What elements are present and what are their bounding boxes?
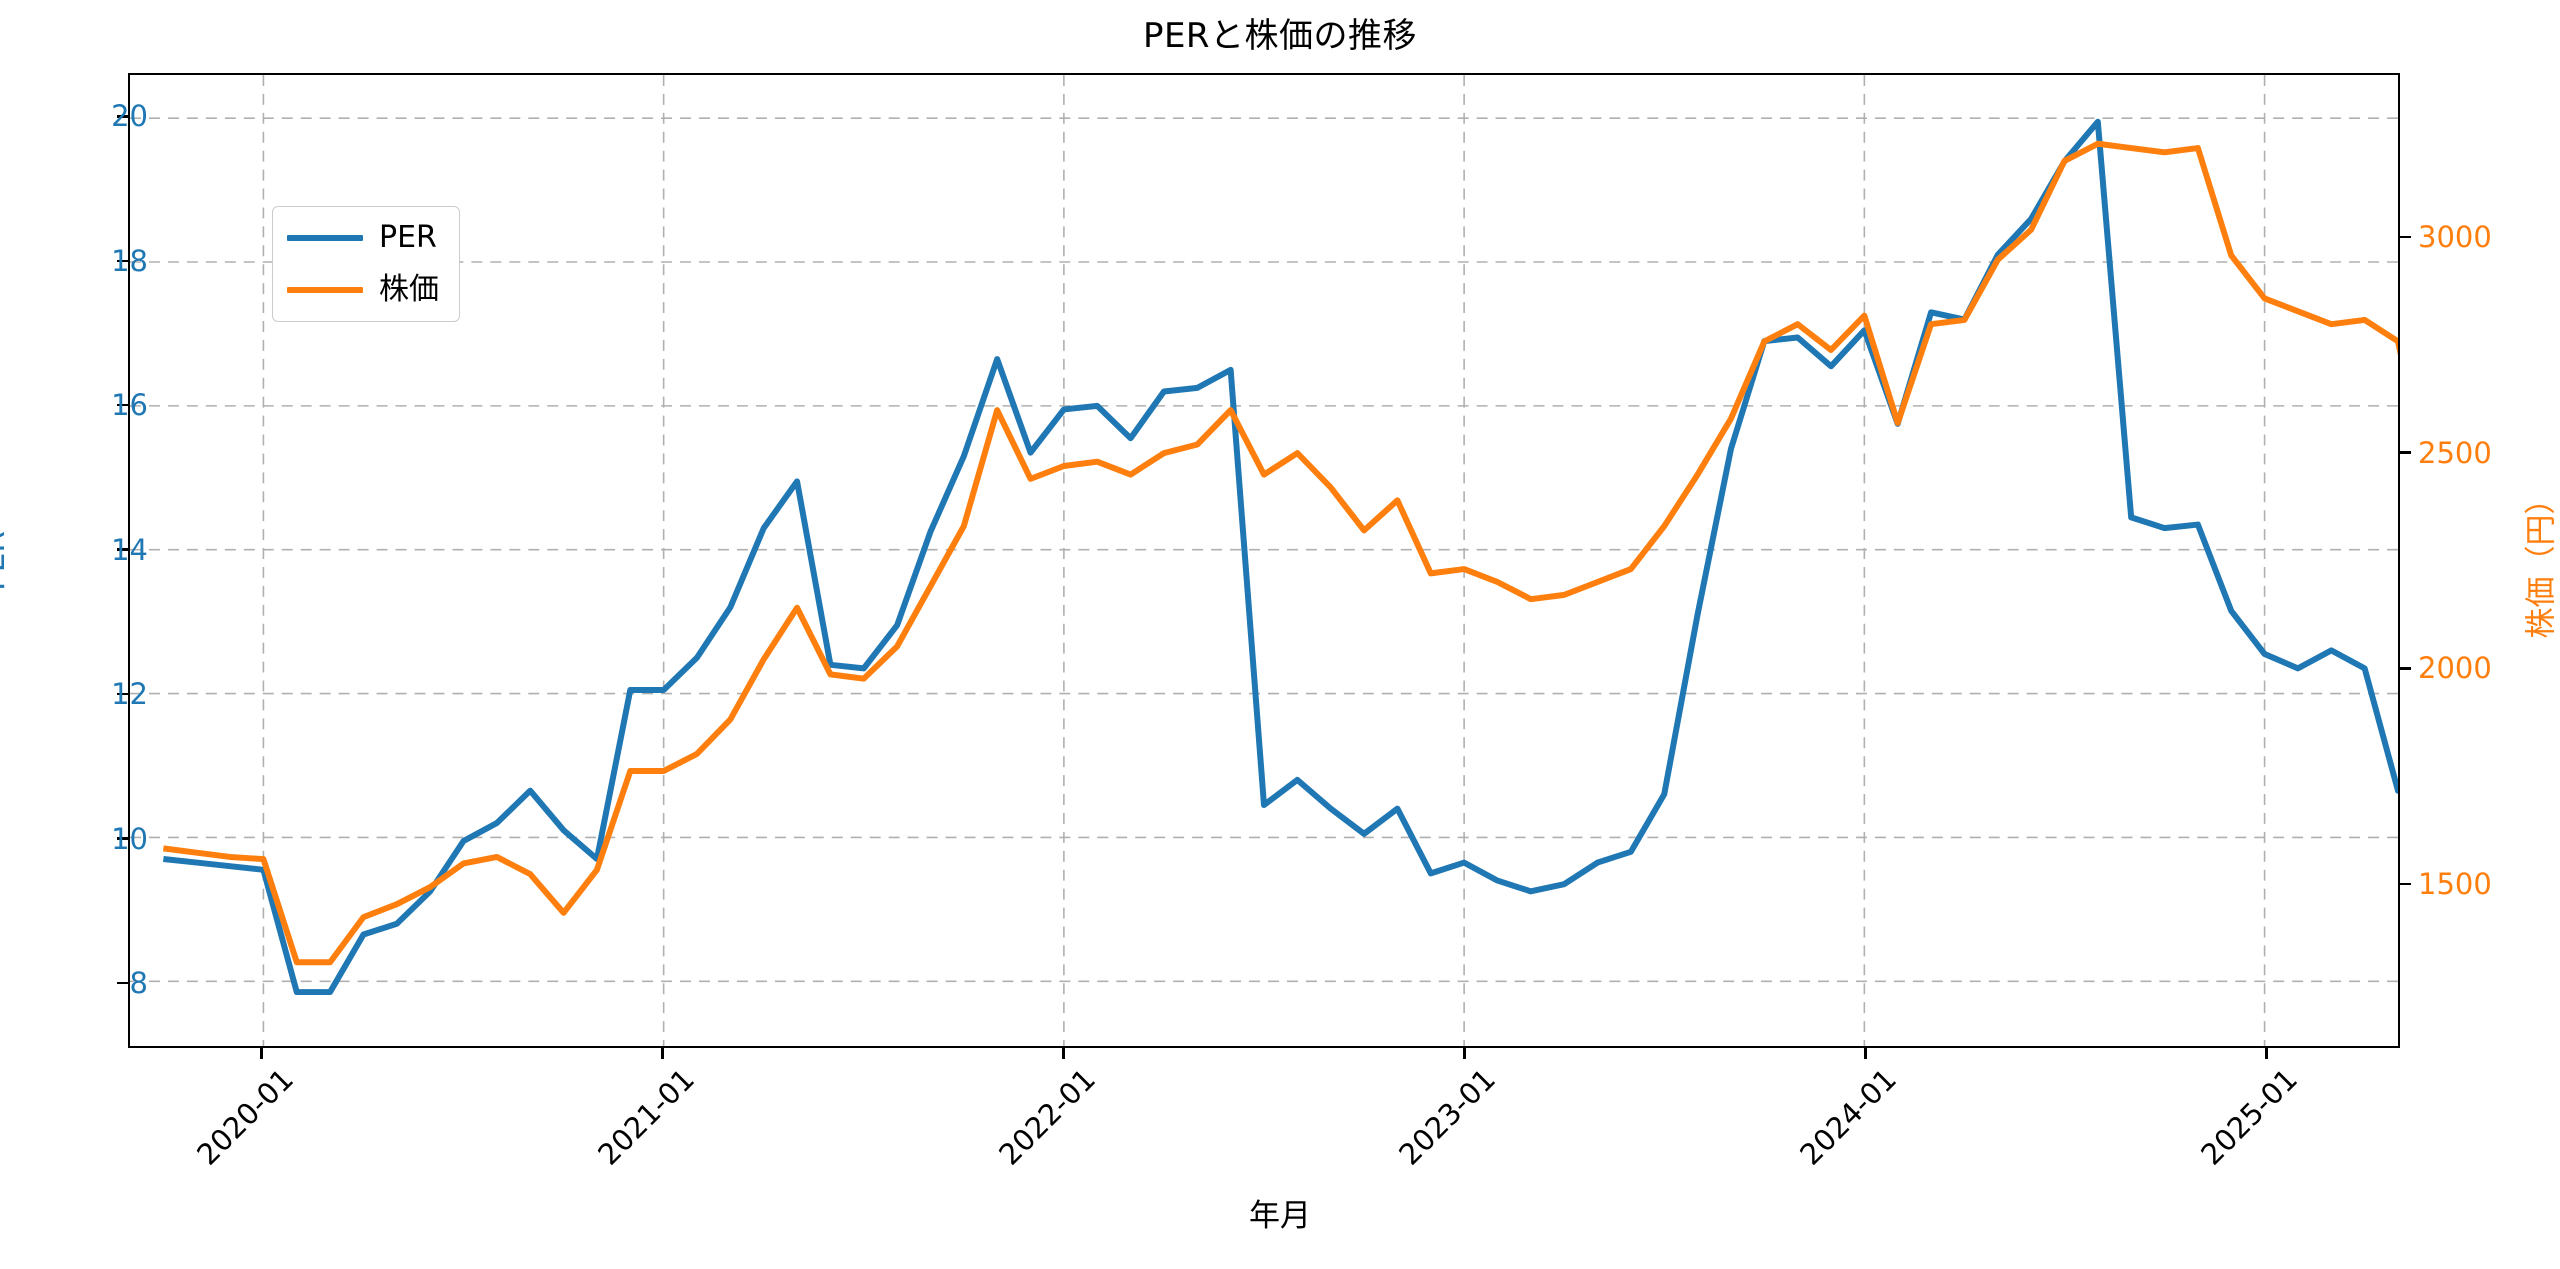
y-tick-label-left: 12 xyxy=(111,677,148,712)
y-tick-label-right: 1500 xyxy=(2418,867,2492,902)
y-tick-mark-left xyxy=(117,404,128,407)
legend: PER 株価 xyxy=(272,206,460,322)
y-axis-right-title: 株価（円） xyxy=(2523,483,2560,639)
x-tick-label: 2021-01 xyxy=(590,1062,701,1172)
series-line-per xyxy=(163,118,2398,996)
y-tick-mark-left xyxy=(117,259,128,262)
legend-item-per[interactable]: PER xyxy=(287,219,439,257)
y-tick-mark-left xyxy=(117,837,128,840)
legend-label-price: 株価 xyxy=(379,272,439,307)
x-axis-title: 年月 xyxy=(1249,1198,1311,1234)
series-line-price xyxy=(162,140,2398,966)
y-tick-mark-right xyxy=(2400,451,2411,454)
x-tick-label: 2022-01 xyxy=(991,1062,1102,1172)
x-tick-label: 2020-01 xyxy=(189,1062,300,1172)
y-tick-label-left: 18 xyxy=(111,243,148,278)
plot-clip xyxy=(130,75,2398,1046)
y-tick-mark-left xyxy=(117,981,128,985)
legend-label-per: PER xyxy=(379,220,437,255)
y-tick-label-right: 2500 xyxy=(2418,435,2492,470)
y-tick-mark-left xyxy=(117,692,128,696)
x-tick-label: 2025-01 xyxy=(2194,1062,2305,1172)
x-tick-mark xyxy=(1864,1048,1867,1059)
y-tick-label-left: 14 xyxy=(111,532,148,567)
x-tick-mark xyxy=(1463,1048,1466,1059)
plot-area: PER 株価 xyxy=(128,73,2400,1048)
y-tick-mark-right xyxy=(2400,882,2411,886)
y-tick-label-left: 16 xyxy=(111,388,148,423)
y-tick-label-left: 20 xyxy=(111,99,148,134)
page-title: PERと株価の推移 xyxy=(1142,16,1418,56)
y-tick-mark-left xyxy=(117,548,128,551)
y-tick-label-left: 10 xyxy=(111,821,148,856)
gridlines xyxy=(130,75,2398,1046)
y-tick-label-right: 2000 xyxy=(2418,651,2492,686)
legend-swatch-price xyxy=(287,287,363,293)
y-tick-mark-right xyxy=(2400,667,2411,670)
legend-swatch-per xyxy=(287,235,363,241)
x-tick-label: 2024-01 xyxy=(1793,1062,1904,1172)
y-tick-label-right: 3000 xyxy=(2418,219,2492,254)
data-series-layer xyxy=(162,118,2398,996)
x-tick-mark xyxy=(260,1048,263,1059)
y-tick-label-left: 8 xyxy=(129,966,148,1000)
x-tick-label: 2023-01 xyxy=(1392,1062,1503,1172)
y-tick-mark-left xyxy=(117,115,128,118)
x-tick-mark xyxy=(661,1048,664,1059)
y-tick-mark-right xyxy=(2400,235,2411,239)
x-tick-mark xyxy=(1062,1048,1065,1059)
x-tick-mark xyxy=(2265,1048,2268,1059)
legend-item-price[interactable]: 株価 xyxy=(287,271,439,309)
